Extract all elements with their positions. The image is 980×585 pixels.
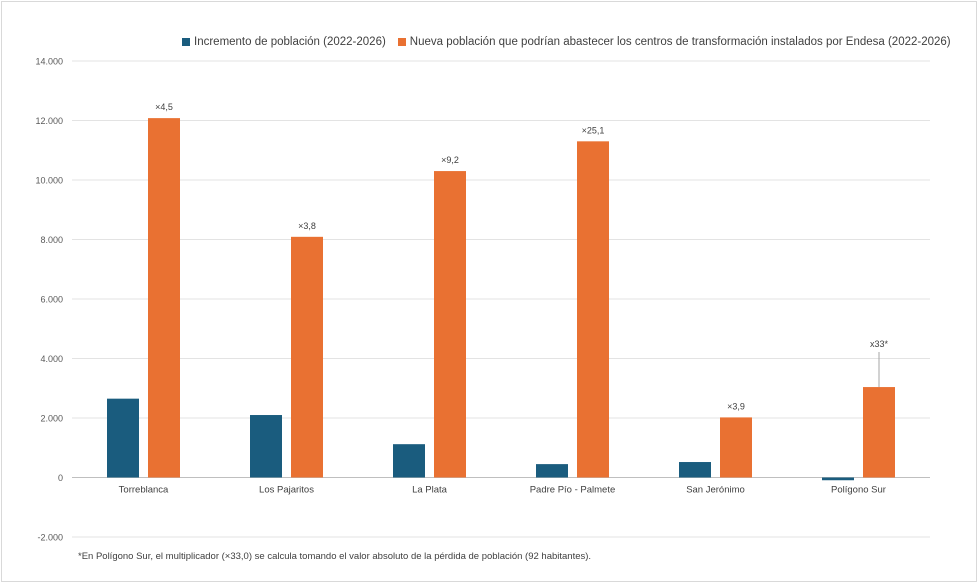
y-tick-label: 4.000	[40, 354, 63, 364]
bar-nueva-poblacion	[434, 171, 466, 478]
data-label-multiplier: ×9,2	[441, 155, 459, 165]
x-tick-label: Torreblanca	[119, 485, 169, 496]
data-label-multiplier: ×3,9	[727, 401, 745, 411]
legend-label-incremento: Incremento de población (2022-2026)	[194, 36, 386, 48]
x-tick-label: La Plata	[412, 485, 448, 496]
data-label-multiplier: ×25,1	[582, 125, 605, 135]
y-tick-label: 10.000	[35, 176, 63, 186]
x-axis-tick-labels: Torreblanca Los Pajaritos La Plata Padre Pí…	[119, 485, 886, 496]
legend-item-nueva-poblacion: Nueva población que podrían abastecer lo…	[397, 36, 951, 48]
data-labels: ×4,5 ×3,8 ×9,2 ×25,1 ×3,9 x33*	[155, 102, 888, 411]
legend-item-incremento: Incremento de población (2022-2026)	[182, 36, 386, 48]
x-tick-label: Los Pajaritos	[259, 485, 314, 496]
y-tick-label: 0	[58, 473, 63, 483]
y-axis-tick-labels: -2.000 0 2.000 4.000 6.000 8.000 10.000 12.000 1…	[35, 57, 63, 543]
bar-incremento	[536, 464, 568, 478]
bar-incremento	[393, 444, 425, 478]
y-tick-label: 8.000	[40, 235, 63, 245]
bar-nueva-poblacion	[148, 118, 180, 478]
bar-incremento	[679, 462, 711, 478]
gridlines	[72, 60, 930, 538]
legend-swatch-nueva-poblacion	[397, 38, 406, 46]
legend-swatch-incremento	[182, 38, 190, 46]
y-tick-label: 6.000	[40, 295, 63, 305]
data-label-multiplier: ×3,8	[298, 221, 316, 231]
x-tick-label: San Jerónimo	[686, 485, 745, 496]
bar-incremento	[822, 477, 854, 481]
y-tick-label: 14.000	[35, 57, 63, 67]
bar-nueva-poblacion	[720, 417, 752, 478]
chart-legend: Incremento de población (2022-2026) Nuev…	[182, 36, 963, 48]
bars	[107, 118, 895, 481]
y-tick-label: 2.000	[40, 414, 63, 424]
bar-incremento	[107, 398, 139, 478]
y-tick-label: 12.000	[35, 116, 63, 126]
bar-nueva-poblacion	[577, 141, 609, 478]
data-label-multiplier: x33*	[870, 339, 889, 349]
footnote: *En Polígono Sur, el multiplicador (×33,…	[78, 551, 592, 562]
bar-nueva-poblacion	[291, 236, 323, 478]
data-label-multiplier: ×4,5	[155, 102, 173, 112]
bar-nueva-poblacion	[863, 387, 895, 478]
x-tick-label: Padre Pío - Palmete	[530, 485, 616, 496]
legend-label-nueva-poblacion: Nueva población que podrían abastecer lo…	[409, 36, 951, 48]
x-tick-label: Polígono Sur	[831, 485, 886, 496]
bar-incremento	[250, 415, 282, 478]
y-tick-label: -2.000	[37, 533, 63, 543]
